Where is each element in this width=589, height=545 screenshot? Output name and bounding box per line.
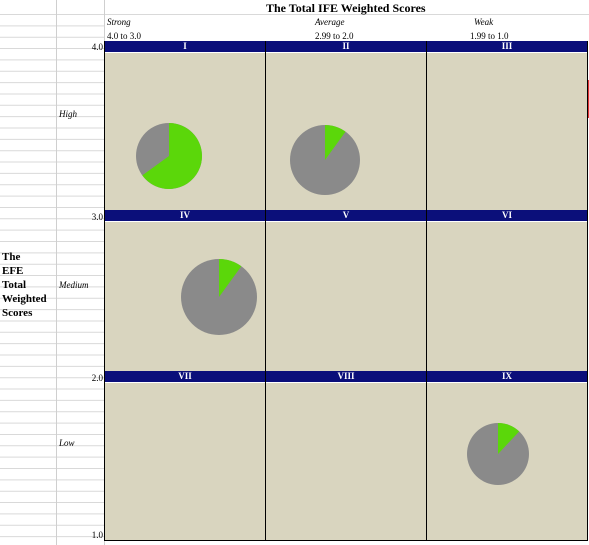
grid-border-1 <box>265 41 266 541</box>
scale-tick-4: 4.0 <box>91 42 103 52</box>
grid-border-bottom <box>104 540 588 541</box>
chart-title: The Total IFE Weighted Scores <box>266 1 426 15</box>
pie-slice-green <box>142 123 202 189</box>
pie-chart-cell-IV <box>181 259 257 335</box>
pie-slice-green <box>219 259 242 297</box>
column-label-weak: Weak <box>474 17 494 27</box>
pie-slice-green <box>325 125 346 160</box>
column-range-weak: 1.99 to 1.0 <box>470 31 509 41</box>
cell-header-IV: IV <box>105 210 265 221</box>
grid-border-right <box>587 41 588 541</box>
cell-header-IX: IX <box>427 371 587 382</box>
cell-header-VI: VI <box>427 210 587 221</box>
cell-header-II: II <box>266 41 426 52</box>
column-range-strong: 4.0 to 3.0 <box>107 31 142 41</box>
level-label-high: High <box>59 109 77 119</box>
pie-chart-cell-IX <box>467 423 529 485</box>
cell-VII <box>105 383 265 540</box>
pie-slice-green <box>498 423 520 454</box>
cell-header-I: I <box>105 41 265 52</box>
cell-header-V: V <box>266 210 426 221</box>
scale-tick-3: 3.0 <box>91 212 103 222</box>
cell-header-III: III <box>427 41 587 52</box>
pie-chart-cell-I <box>136 123 202 189</box>
level-label-medium: Medium <box>59 280 89 290</box>
column-label-strong: Strong <box>107 17 131 27</box>
column-range-average: 2.99 to 2.0 <box>315 31 354 41</box>
y-axis-title: The EFE Total Weighted Scores <box>2 251 47 319</box>
cell-header-VII: VII <box>105 371 265 382</box>
scale-tick-2: 2.0 <box>91 373 103 383</box>
grid-border-2 <box>426 41 427 541</box>
grid-border-left <box>104 41 105 541</box>
pie-chart-cell-II <box>290 125 360 195</box>
cell-III <box>427 53 587 210</box>
cell-V <box>266 222 426 371</box>
cell-VIII <box>266 383 426 540</box>
cell-VI <box>427 222 587 371</box>
scale-tick-1: 1.0 <box>91 530 103 540</box>
column-label-average: Average <box>315 17 345 27</box>
cell-header-VIII: VIII <box>266 371 426 382</box>
level-label-low: Low <box>59 438 75 448</box>
